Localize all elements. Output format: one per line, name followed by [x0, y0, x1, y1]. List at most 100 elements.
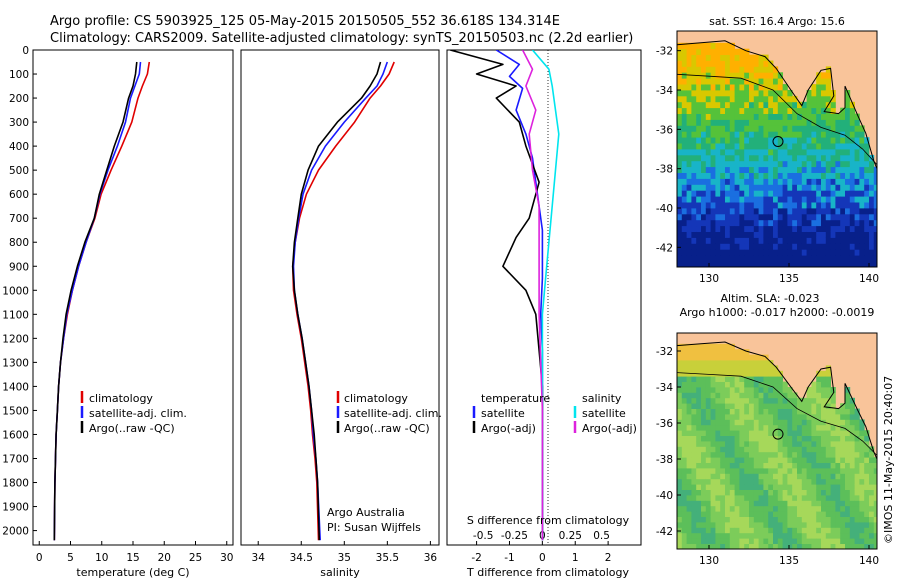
- grid-cell: [797, 101, 803, 109]
- grid-cell: [739, 160, 745, 168]
- grid-cell: [801, 219, 807, 227]
- grid-cell: [777, 231, 783, 238]
- lon-tick-label: 135: [779, 555, 799, 567]
- grid-cell: [825, 495, 831, 501]
- grid-cell: [749, 511, 755, 517]
- grid-cell: [729, 478, 735, 485]
- grid-cell: [763, 243, 769, 250]
- grid-cell: [681, 213, 687, 221]
- grid-cell: [749, 219, 755, 227]
- legend-t-satellite: satellite: [481, 407, 525, 420]
- grid-cell: [845, 527, 851, 534]
- grid-cell: [705, 48, 711, 55]
- grid-cell: [686, 249, 692, 256]
- grid-cell: [725, 231, 731, 238]
- y-tick-label: 500: [9, 165, 29, 177]
- grid-cell: [734, 365, 740, 372]
- grid-cell: [849, 166, 855, 173]
- grid-cell: [681, 543, 687, 549]
- grid-cell: [869, 184, 875, 191]
- grid-cell: [715, 392, 721, 399]
- grid-cell: [710, 419, 716, 426]
- grid-cell: [720, 184, 726, 191]
- grid-cell: [787, 403, 793, 409]
- grid-cell: [753, 54, 759, 61]
- grid-cell: [681, 125, 687, 132]
- grid-cell: [825, 430, 831, 436]
- grid-cell: [792, 107, 798, 114]
- grid-cell: [734, 424, 740, 431]
- grid-cell: [859, 255, 865, 262]
- difference-xlabel: T difference from climatology: [466, 566, 629, 579]
- grid-cell: [686, 54, 692, 61]
- grid-cell: [720, 365, 726, 372]
- grid-cell: [677, 446, 683, 453]
- grid-cell: [753, 78, 759, 85]
- x2-tick-label: -0.25: [501, 530, 528, 542]
- grid-cell: [864, 500, 870, 507]
- grid-cell: [739, 441, 745, 447]
- grid-cell: [825, 419, 831, 426]
- grid-cell: [845, 178, 851, 185]
- grid-cell: [696, 90, 702, 97]
- grid-cell: [696, 397, 702, 404]
- grid-cell: [859, 511, 865, 517]
- grid-cell: [816, 424, 822, 431]
- grid-cell: [696, 149, 702, 156]
- grid-cell: [677, 484, 683, 490]
- grid-cell: [864, 473, 870, 480]
- grid-cell: [705, 403, 711, 409]
- grid-cell: [701, 419, 707, 426]
- grid-cell: [806, 154, 812, 162]
- grid-cell: [763, 478, 769, 485]
- grid-cell: [701, 113, 707, 120]
- grid-cell: [734, 60, 740, 67]
- x-tick-label: -1: [504, 552, 514, 564]
- grid-cell: [859, 424, 865, 431]
- grid-cell: [696, 243, 702, 250]
- grid-cell: [720, 149, 726, 156]
- grid-cell: [705, 143, 711, 150]
- grid-cell: [729, 403, 735, 409]
- grid-cell: [681, 178, 687, 185]
- grid-cell: [758, 84, 764, 91]
- grid-cell: [734, 538, 740, 544]
- grid-cell: [686, 354, 692, 361]
- grid-cell: [825, 160, 831, 168]
- grid-cell: [763, 522, 769, 528]
- grid-cell: [744, 462, 750, 469]
- grid-cell: [686, 451, 692, 458]
- grid-cell: [811, 202, 817, 209]
- grid-cell: [854, 446, 860, 453]
- grid-cell: [782, 392, 788, 399]
- grid-cell: [768, 90, 774, 97]
- grid-cell: [777, 403, 783, 409]
- grid-cell: [830, 231, 836, 238]
- grid-cell: [715, 219, 721, 227]
- grid-cell: [792, 484, 798, 490]
- y-tick-label: 1600: [2, 429, 29, 441]
- grid-cell: [763, 166, 769, 173]
- grid-cell: [734, 196, 740, 203]
- grid-cell: [782, 435, 788, 442]
- grid-cell: [801, 208, 807, 215]
- grid-cell: [753, 231, 759, 238]
- grid-cell: [763, 125, 769, 132]
- grid-cell: [835, 451, 841, 458]
- series-argo: [53, 61, 138, 541]
- grid-cell: [825, 131, 831, 138]
- grid-cell: [686, 424, 692, 431]
- grid-cell: [758, 473, 764, 480]
- grid-cell: [845, 137, 851, 144]
- argo-position-marker: [772, 136, 784, 147]
- grid-cell: [696, 160, 702, 168]
- grid-cell: [763, 419, 769, 426]
- grid-cell: [686, 42, 692, 50]
- grid-cell: [734, 500, 740, 507]
- grid-cell: [729, 527, 735, 534]
- grid-cell: [854, 538, 860, 544]
- grid-cell: [854, 457, 860, 463]
- grid-cell: [677, 202, 683, 209]
- grid-cell: [734, 84, 740, 91]
- grid-cell: [845, 261, 851, 267]
